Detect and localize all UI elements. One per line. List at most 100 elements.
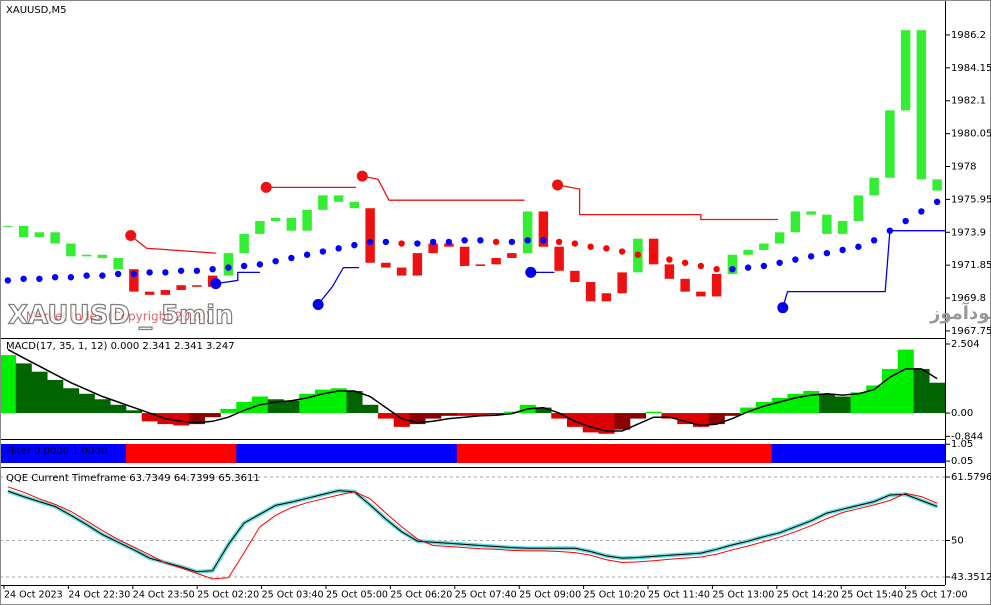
macd-bar [693,413,710,427]
ma-dot [855,243,862,250]
ma-dot [603,245,610,252]
candle [538,211,549,247]
macd-bar [63,388,80,414]
filter-state [189,444,206,463]
macd-bar [582,413,599,433]
ma-dot [666,256,673,263]
candle [522,211,533,254]
ma-dot [650,253,657,260]
macd-bar [362,404,379,414]
x-tick-label: 25 Oct 06:20 [390,590,452,601]
candle [648,238,659,265]
ma-dot [193,267,201,274]
filter-state [15,444,32,463]
filter-state [362,444,379,463]
y-tick-label: 1.05 [951,439,973,450]
watermark: XAUUSD _ 5min [8,301,234,331]
ma-dot [288,254,295,262]
ma-dot [130,270,138,278]
symbol-title: XAUUSD,M5 [6,5,67,16]
candle [664,264,675,279]
filter-state [393,444,410,463]
macd-bar [456,413,473,416]
filter-state [204,444,221,463]
filter-state [850,444,867,463]
filter-state [141,444,158,463]
filter-state [157,444,174,463]
candle [507,253,517,258]
macd-bar [630,413,647,419]
ma-dot [933,198,941,206]
macd-bar [882,368,899,414]
candle [412,253,423,276]
ma-dot [618,248,626,255]
ma-dot [729,265,736,273]
ma-dot [839,246,846,254]
macd-bar [378,413,395,419]
candle [3,225,13,227]
x-tick-label: 24 Oct 23:50 [133,590,195,601]
filter-state [803,444,820,463]
macd-title: MACD(17, 35, 1, 12) 0.000 2.341 2.341 3.… [6,341,235,352]
macd-bar [204,413,221,418]
ma-dot [555,238,563,246]
macd-bar [47,379,64,414]
filter-state [173,444,190,463]
stop-dot [312,298,324,310]
candle [381,262,391,268]
macd-bar [724,413,741,416]
stop-line [557,184,778,221]
macd-bar [677,413,694,425]
filter-state [787,444,804,463]
candle [822,214,832,234]
stop-dot [777,302,789,314]
x-tick-label: 25 Oct 11:40 [648,590,710,601]
qqe-line [7,486,938,580]
macd-bar [897,349,914,414]
candle [554,246,564,271]
macd-bar [740,407,757,414]
site-note: انتشار در سایت سودآموز [929,301,991,324]
y-tick-label: 1982.1 [951,96,986,107]
ma-dot [351,241,358,249]
macd-bar [220,408,237,414]
candle [617,272,627,294]
ma-dot [792,256,799,263]
ma-dot [587,243,594,250]
macd-bar [598,413,615,434]
filter-state [551,444,568,463]
filter-state [378,444,395,463]
candle [302,209,312,231]
filter-state [126,444,143,463]
candle [428,243,438,254]
filter-state [677,444,694,463]
ma-dot [209,265,216,273]
candle [318,195,328,210]
candle [81,254,92,257]
macd-bar [850,392,867,414]
macd-bar [819,393,836,414]
macd-bar [614,413,631,430]
macd-bar [472,413,489,416]
filter-state [283,444,300,463]
filter-state [897,444,914,463]
filter-state [78,444,95,463]
x-tick-label: 25 Oct 02:20 [197,590,259,601]
candle [774,232,785,244]
ma-dot [445,238,453,246]
x-tick-label: 24 Oct 22:30 [68,590,130,601]
ma-dot [4,277,12,284]
candle [444,243,454,247]
ma-dot [272,257,279,265]
ma-dot [240,262,248,270]
candle [680,278,690,292]
candle [475,264,486,266]
y-tick-label: 1980.05 [951,129,991,140]
candle [176,285,186,291]
stop-dot [552,179,564,191]
filter-state [472,444,489,463]
filter-state [94,444,111,463]
filter-state [315,444,332,463]
y-tick-label: 1969.8 [951,293,986,304]
y-tick-label: 1971.85 [951,260,991,271]
